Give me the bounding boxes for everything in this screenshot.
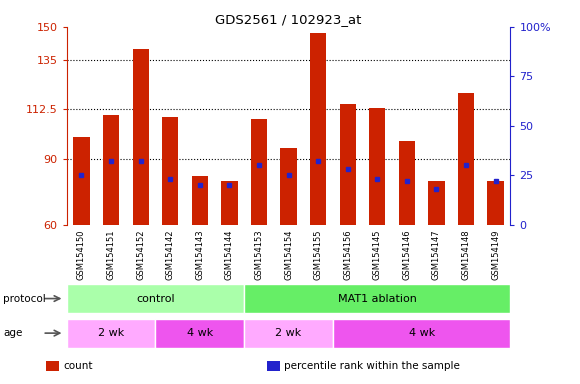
Text: GSM154147: GSM154147 bbox=[432, 229, 441, 280]
Bar bbox=[428, 181, 445, 225]
Bar bbox=[244, 319, 333, 348]
Bar bbox=[487, 181, 504, 225]
Bar bbox=[191, 176, 208, 225]
Bar bbox=[339, 104, 356, 225]
Text: GSM154154: GSM154154 bbox=[284, 229, 293, 280]
Text: GSM154149: GSM154149 bbox=[491, 229, 500, 280]
Text: GSM154145: GSM154145 bbox=[373, 229, 382, 280]
Text: GSM154150: GSM154150 bbox=[77, 229, 86, 280]
Text: GSM154143: GSM154143 bbox=[195, 229, 204, 280]
Bar bbox=[251, 119, 267, 225]
Text: GSM154148: GSM154148 bbox=[462, 229, 470, 280]
Bar bbox=[244, 284, 510, 313]
Text: GSM154153: GSM154153 bbox=[255, 229, 263, 280]
Text: count: count bbox=[64, 361, 93, 371]
Bar bbox=[46, 361, 59, 371]
Bar bbox=[67, 319, 155, 348]
Bar bbox=[398, 141, 415, 225]
Text: GSM154146: GSM154146 bbox=[403, 229, 411, 280]
Bar bbox=[458, 93, 474, 225]
Bar bbox=[73, 137, 90, 225]
Text: GSM154155: GSM154155 bbox=[314, 229, 322, 280]
Text: 4 wk: 4 wk bbox=[187, 328, 213, 338]
Text: GSM154144: GSM154144 bbox=[225, 229, 234, 280]
Bar bbox=[280, 148, 297, 225]
Bar bbox=[67, 284, 244, 313]
Text: GSM154152: GSM154152 bbox=[136, 229, 145, 280]
Bar bbox=[103, 115, 119, 225]
Bar bbox=[132, 49, 149, 225]
Bar bbox=[221, 181, 238, 225]
Text: GSM154156: GSM154156 bbox=[343, 229, 352, 280]
Text: 2 wk: 2 wk bbox=[98, 328, 124, 338]
Text: MAT1 ablation: MAT1 ablation bbox=[338, 293, 416, 304]
Text: control: control bbox=[136, 293, 175, 304]
Text: 4 wk: 4 wk bbox=[408, 328, 435, 338]
Text: GSM154142: GSM154142 bbox=[166, 229, 175, 280]
Text: 2 wk: 2 wk bbox=[276, 328, 302, 338]
Text: protocol: protocol bbox=[3, 293, 46, 304]
Text: percentile rank within the sample: percentile rank within the sample bbox=[284, 361, 460, 371]
Bar bbox=[333, 319, 510, 348]
Bar bbox=[310, 33, 327, 225]
Text: GSM154151: GSM154151 bbox=[107, 229, 115, 280]
Bar bbox=[162, 117, 179, 225]
Bar bbox=[155, 319, 244, 348]
Text: age: age bbox=[3, 328, 22, 338]
Bar bbox=[369, 108, 386, 225]
Bar bbox=[267, 361, 280, 371]
Title: GDS2561 / 102923_at: GDS2561 / 102923_at bbox=[215, 13, 362, 26]
